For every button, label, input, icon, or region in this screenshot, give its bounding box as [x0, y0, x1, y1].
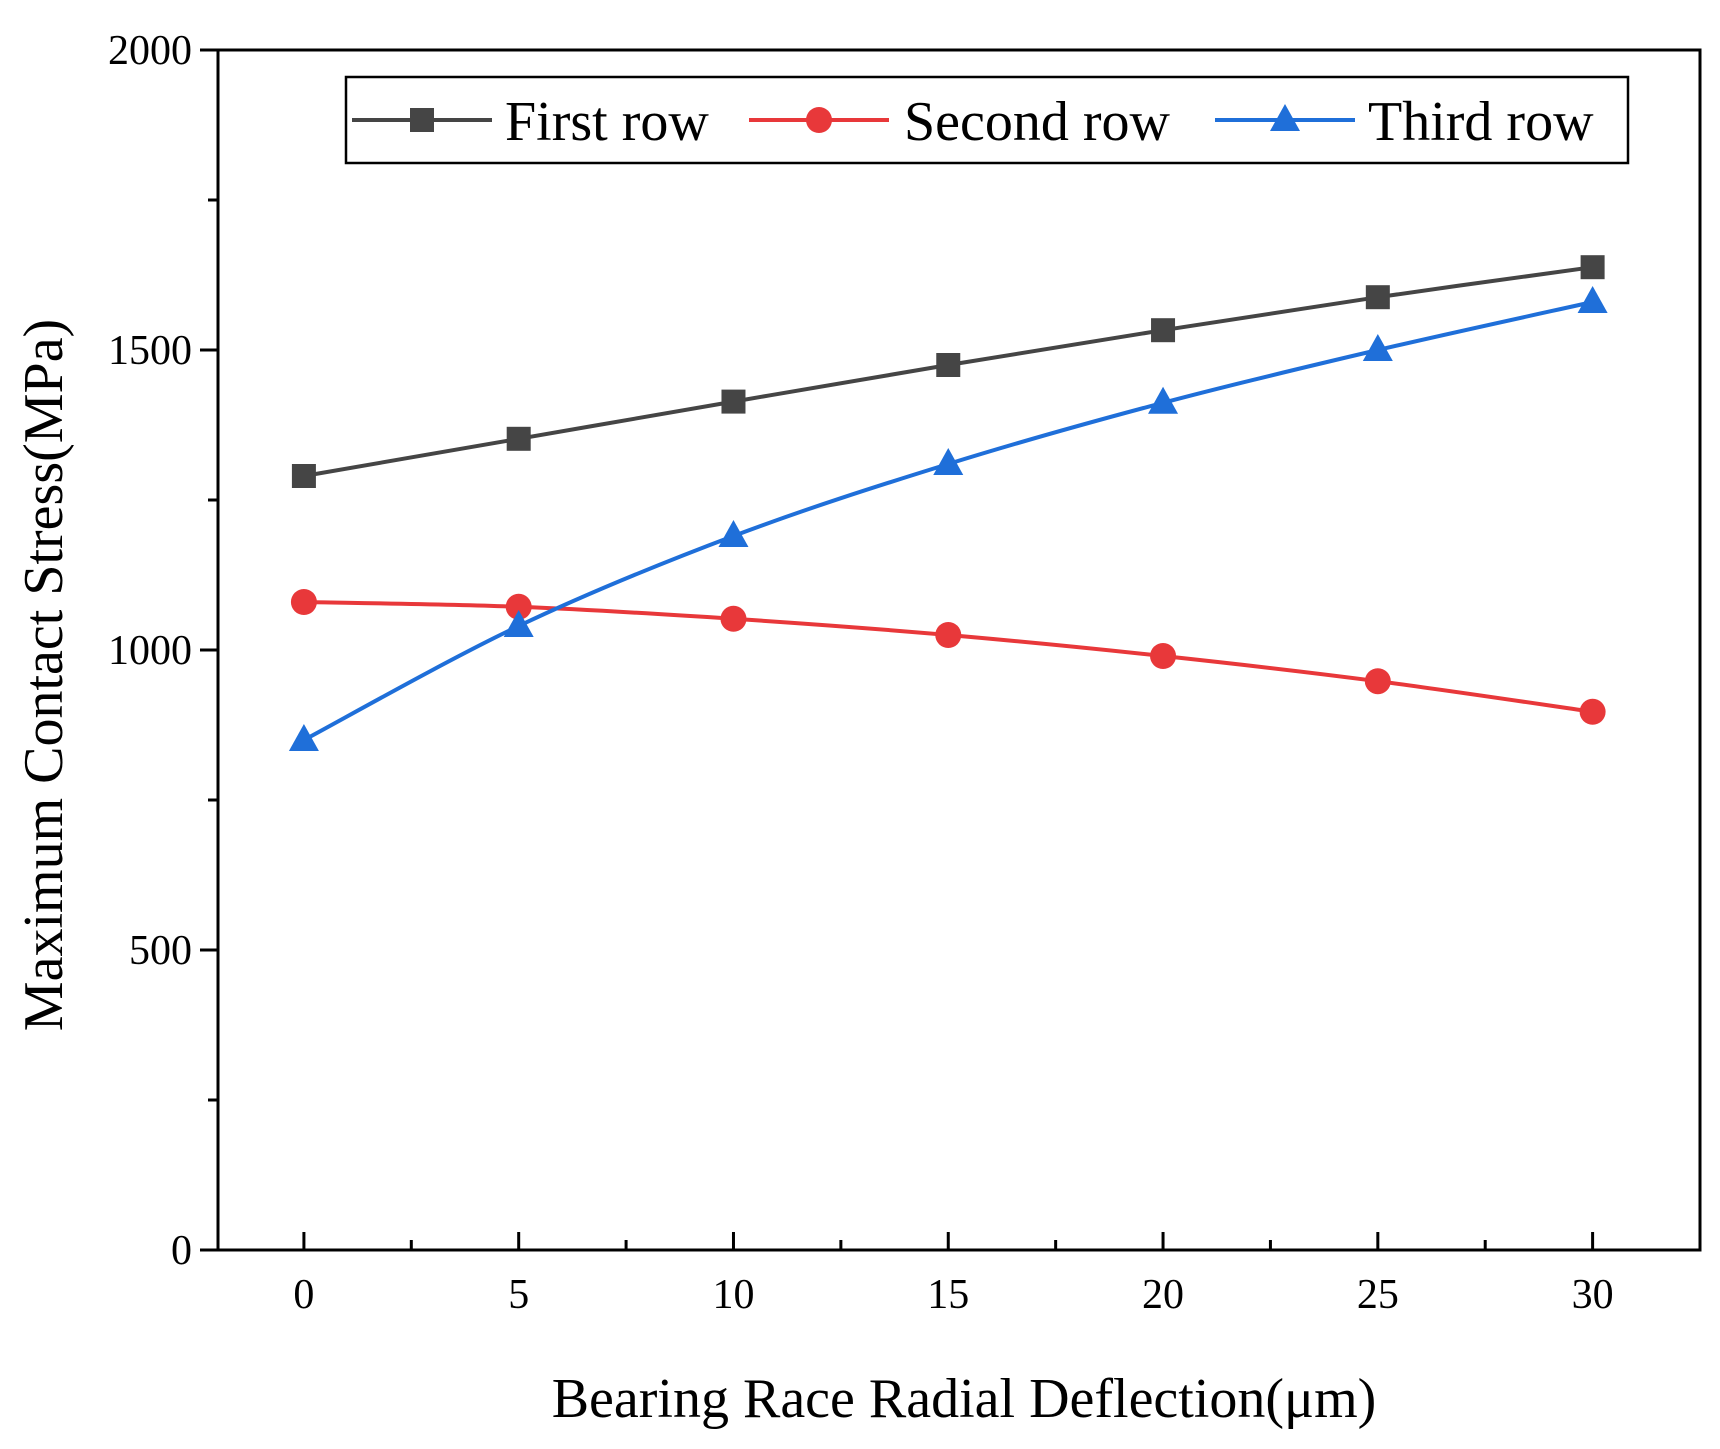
data-point-third-row: [1577, 286, 1608, 313]
series-third-row: [288, 286, 1608, 751]
data-point-first-row: [721, 389, 746, 414]
x-tick-label: 10: [712, 1272, 754, 1318]
data-point-third-row: [503, 610, 534, 637]
legend-marker-first-row: [410, 108, 434, 132]
data-point-first-row: [506, 426, 531, 451]
data-point-second-row: [720, 605, 747, 632]
data-point-first-row: [1151, 318, 1176, 343]
data-point-first-row: [1365, 285, 1390, 310]
legend: First row Second row Third row: [344, 75, 1630, 165]
data-point-third-row: [1362, 334, 1393, 361]
y-tick-label: 0: [171, 1228, 192, 1274]
y-tick-label: 500: [129, 928, 192, 974]
data-point-first-row: [1580, 255, 1605, 280]
plot-frame: [216, 48, 1702, 1252]
series-second-row: [290, 589, 1606, 725]
data-point-third-row: [1148, 386, 1179, 414]
data-point-third-row: [933, 448, 964, 475]
legend-box: [344, 75, 1630, 165]
x-axis-title: Bearing Race Radial Deflection(μm): [552, 1368, 1377, 1430]
data-point-second-row: [1150, 643, 1177, 669]
y-axis-title: Maximum Contact Stress(MPa): [13, 319, 75, 1031]
data-point-second-row: [290, 589, 317, 615]
series-first-row: [291, 255, 1605, 488]
x-tick-label: 15: [927, 1272, 969, 1318]
data-point-second-row: [1364, 668, 1391, 695]
x-tick-label: 20: [1142, 1272, 1184, 1318]
y-tick-label: 1500: [108, 328, 192, 374]
legend-marker-third-row: [1270, 104, 1300, 131]
axes: 0 5 10 15 20 25 30 0 500 1000 1500 2000: [108, 28, 1614, 1318]
legend-label-third-row: Third row: [1368, 91, 1594, 153]
legend-marker-second-row: [806, 107, 832, 133]
data-point-first-row: [291, 464, 316, 488]
x-tick-label: 25: [1357, 1272, 1399, 1318]
x-tick-label: 30: [1572, 1272, 1614, 1318]
data-point-first-row: [936, 353, 961, 377]
y-tick-label: 2000: [108, 28, 192, 74]
data-point-second-row: [1579, 698, 1606, 725]
x-tick-label: 0: [293, 1272, 314, 1318]
plot-area: [288, 255, 1608, 751]
y-tick-label: 1000: [108, 628, 192, 674]
data-point-third-row: [288, 724, 319, 751]
data-point-second-row: [935, 622, 962, 648]
data-point-third-row: [718, 520, 749, 547]
legend-label-first-row: First row: [505, 91, 709, 153]
x-tick-label: 5: [508, 1272, 529, 1318]
legend-label-second-row: Second row: [904, 91, 1171, 153]
series-line-second-row: [303, 600, 1593, 714]
data-point-second-row: [505, 593, 532, 620]
